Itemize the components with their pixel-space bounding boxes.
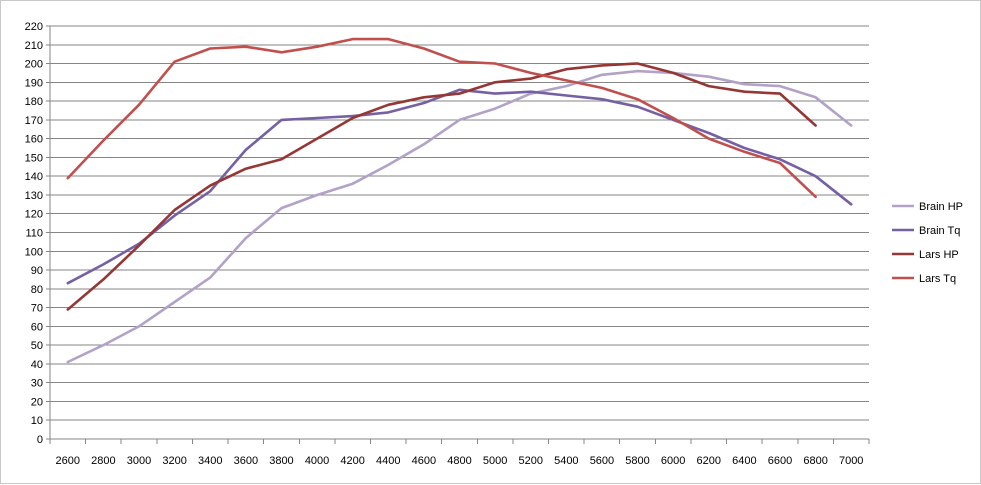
- legend[interactable]: Brain HP Brain Tq Lars HP Lars Tq: [892, 201, 963, 285]
- legend-label: Lars Tq: [919, 273, 956, 285]
- x-tick-label: 6800: [803, 455, 827, 467]
- y-tick-label: 100: [25, 246, 43, 258]
- y-axis-tick-labels: 0 10 20 30 40 50 60 70 80 90 100 110 120 130 140 150 160…: [25, 21, 43, 446]
- x-tick-label: 2800: [91, 455, 115, 467]
- x-tick-label: 5400: [554, 455, 578, 467]
- x-tick-label: 4200: [340, 455, 364, 467]
- legend-label: Lars HP: [919, 249, 959, 261]
- y-tick-label: 150: [25, 152, 43, 164]
- y-tick-label: 90: [31, 265, 43, 277]
- series-line-brain-tq: [66, 88, 853, 285]
- x-tick-label: 4400: [376, 455, 400, 467]
- series-lines: [66, 37, 853, 364]
- x-tick-label: 5200: [518, 455, 542, 467]
- y-tick-label: 80: [31, 284, 43, 296]
- x-tick-label: 6600: [768, 455, 792, 467]
- legend-label: Brain HP: [919, 201, 963, 213]
- x-tick-label: 5600: [590, 455, 614, 467]
- x-tick-label: 3000: [127, 455, 151, 467]
- y-tick-label: 20: [31, 396, 43, 408]
- y-tick-label: 30: [31, 378, 43, 390]
- y-tick-label: 190: [25, 77, 43, 89]
- legend-item-brain-hp[interactable]: Brain HP: [892, 201, 963, 213]
- x-tick-label: 3400: [198, 455, 222, 467]
- x-tick-label: 3800: [269, 455, 293, 467]
- x-tick-label: 3600: [234, 455, 258, 467]
- x-tick-label: 6000: [661, 455, 685, 467]
- x-tick-label: 7000: [839, 455, 863, 467]
- x-tick-label: 5000: [483, 455, 507, 467]
- x-tick-label: 4600: [412, 455, 436, 467]
- y-tick-label: 120: [25, 209, 43, 221]
- x-tick-label: 2600: [56, 455, 80, 467]
- y-tick-label: 40: [31, 359, 43, 371]
- y-tick-label: 130: [25, 190, 43, 202]
- legend-item-lars-tq[interactable]: Lars Tq: [892, 273, 956, 285]
- y-tick-label: 10: [31, 415, 43, 427]
- x-tick-label: 5800: [625, 455, 649, 467]
- x-tick-label: 4000: [305, 455, 329, 467]
- x-tick-label: 6400: [732, 455, 756, 467]
- x-tick-label: 4800: [447, 455, 471, 467]
- series-line-lars-tq: [66, 37, 817, 199]
- y-tick-label: 70: [31, 303, 43, 315]
- legend-label: Brain Tq: [919, 225, 960, 237]
- x-axis-tick-labels: 2600 2800 3000 3200 3400 3600 3800 4000 4200 4400…: [56, 455, 864, 467]
- x-tick-label: 3200: [162, 455, 186, 467]
- y-tick-label: 200: [25, 59, 43, 71]
- axes: [46, 25, 870, 444]
- y-tick-label: 170: [25, 115, 43, 127]
- x-tick-label: 6200: [697, 455, 721, 467]
- series-line-lars-hp: [66, 62, 817, 311]
- y-tick-label: 180: [25, 96, 43, 108]
- y-tick-label: 0: [37, 434, 43, 446]
- series-line-brain-hp: [66, 69, 853, 364]
- legend-item-brain-tq[interactable]: Brain Tq: [892, 225, 960, 237]
- y-tick-label: 50: [31, 340, 43, 352]
- y-tick-label: 140: [25, 171, 43, 183]
- y-tick-label: 60: [31, 321, 43, 333]
- gridlines: [50, 25, 869, 421]
- y-tick-label: 220: [25, 21, 43, 33]
- y-tick-label: 110: [25, 228, 43, 240]
- y-tick-label: 210: [25, 40, 43, 52]
- legend-item-lars-hp[interactable]: Lars HP: [892, 249, 959, 261]
- y-tick-label: 160: [25, 134, 43, 146]
